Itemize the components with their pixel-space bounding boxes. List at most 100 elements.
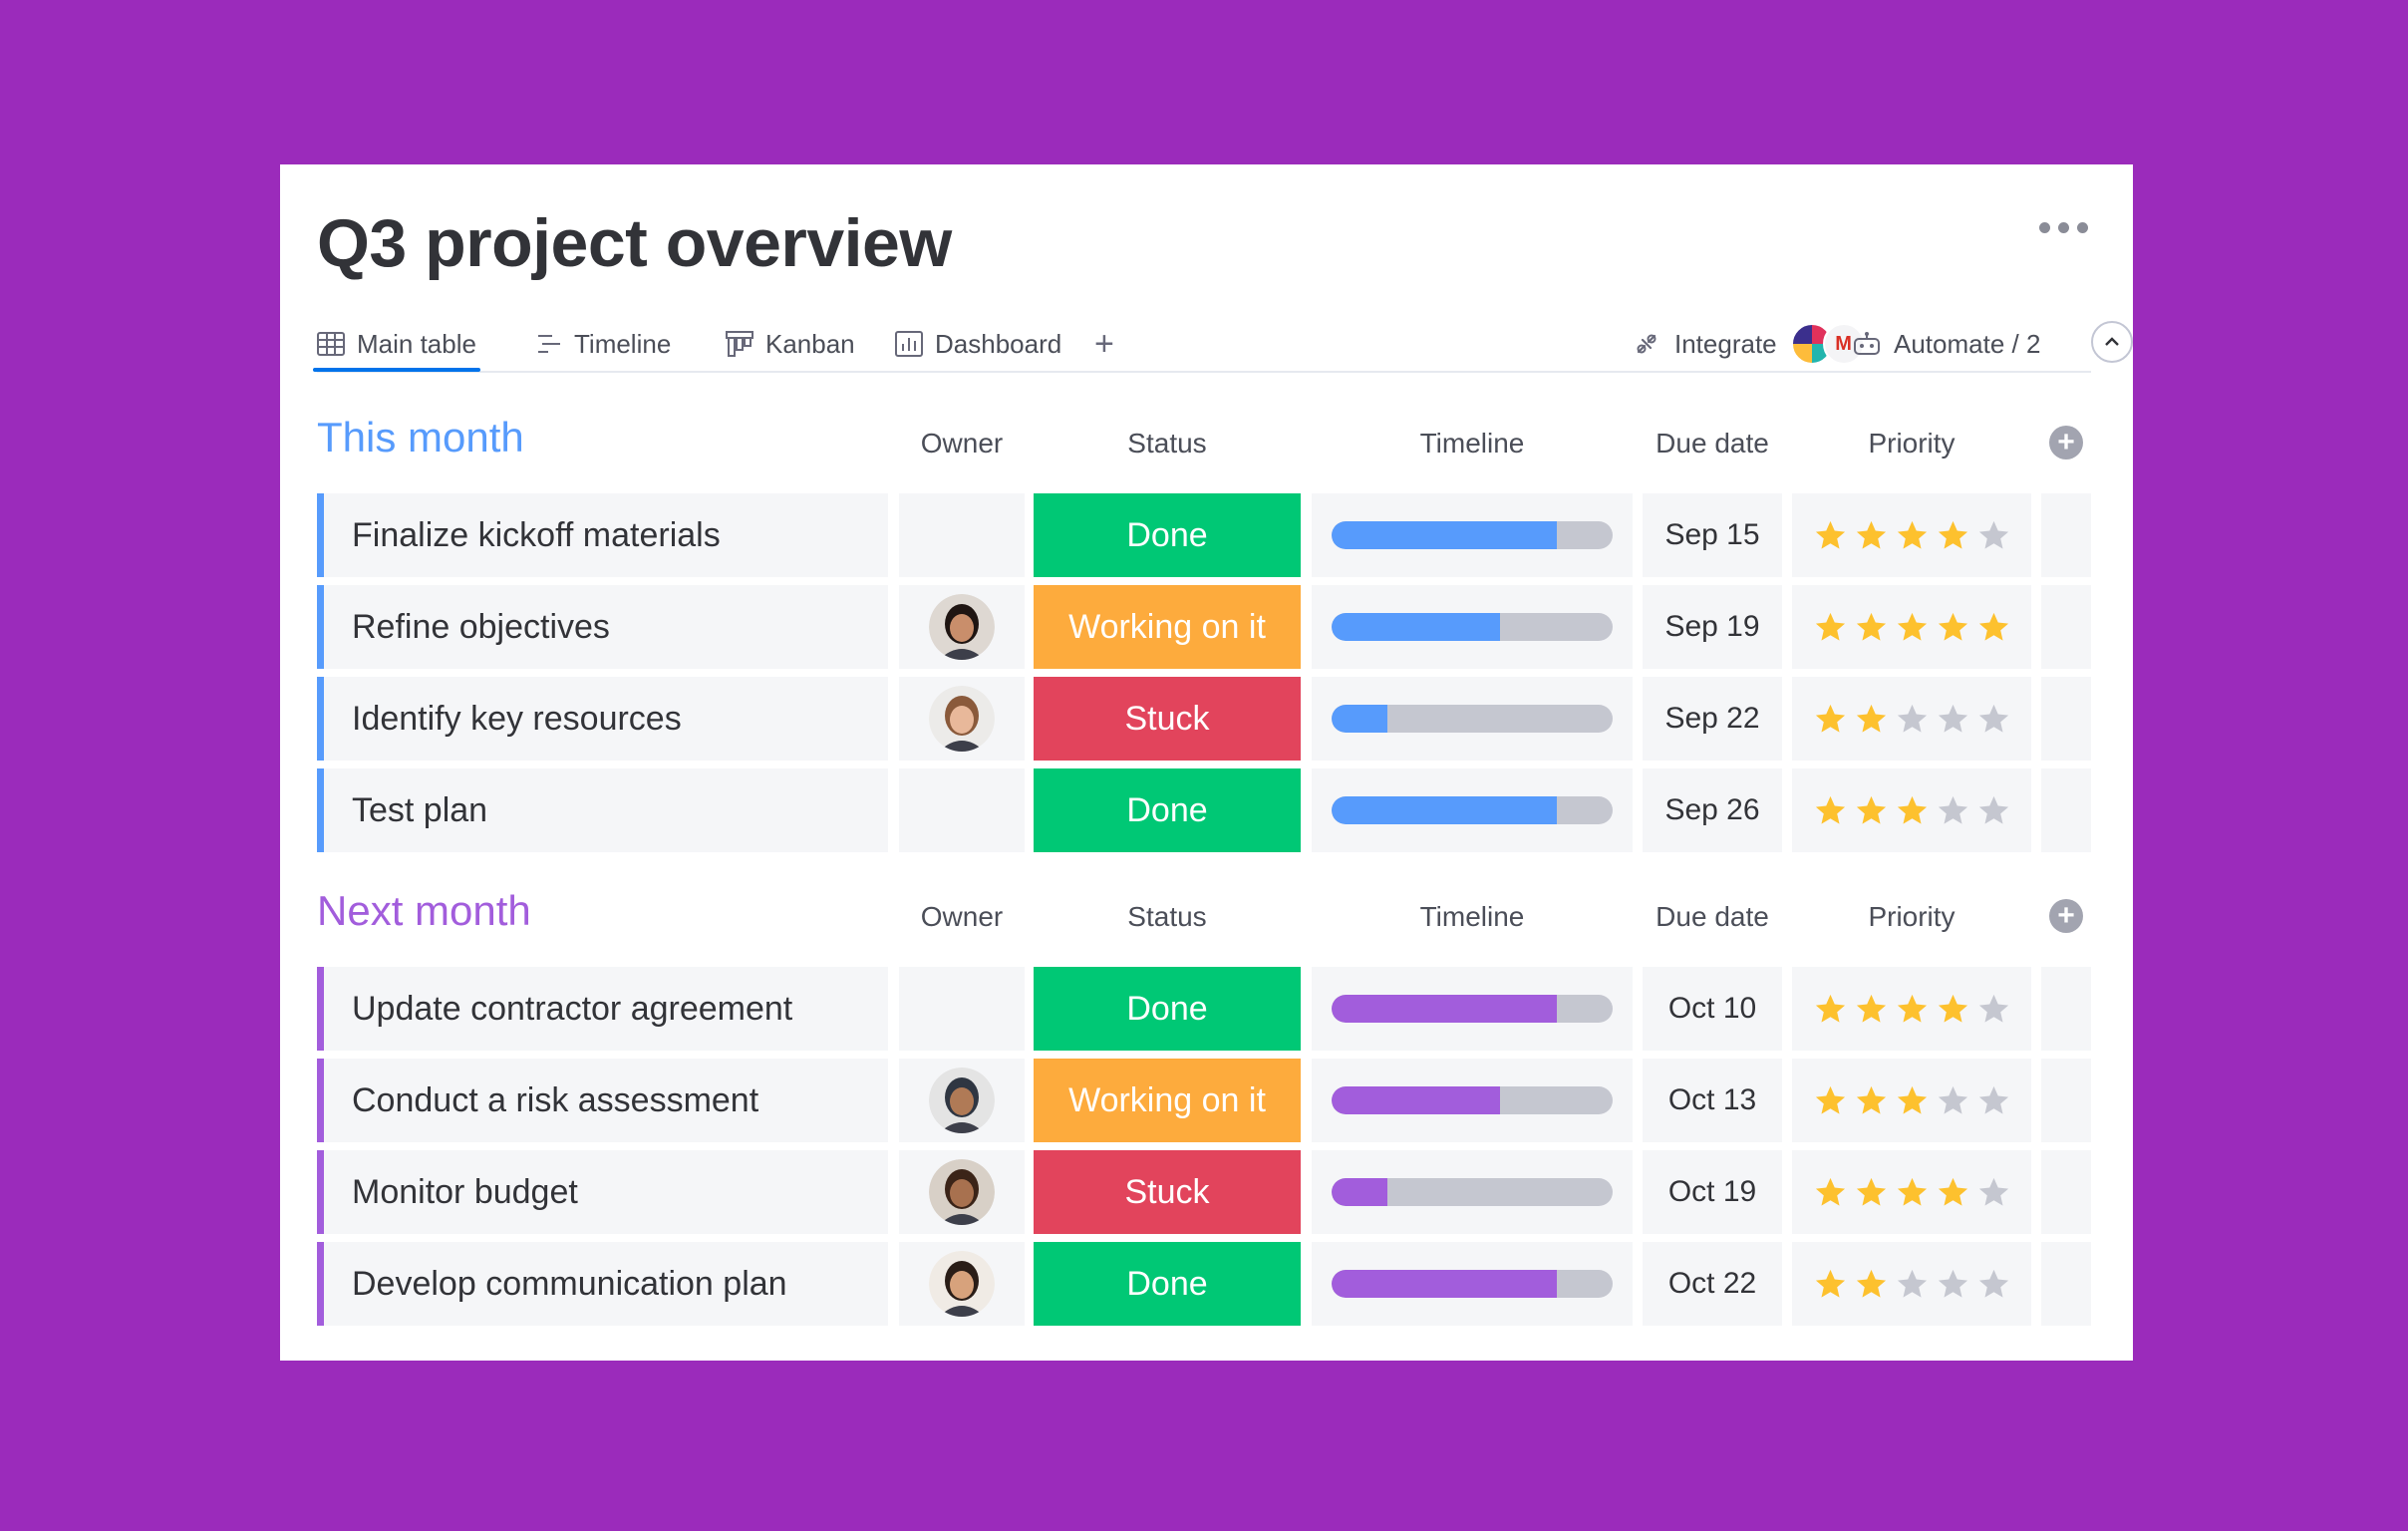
- owner-cell[interactable]: [899, 768, 1025, 852]
- item-name[interactable]: Test plan: [317, 768, 888, 852]
- owner-cell[interactable]: [899, 585, 1025, 669]
- column-header-priority[interactable]: Priority: [1868, 428, 1956, 459]
- priority-rating[interactable]: [1792, 493, 2031, 577]
- more-options-icon[interactable]: [2039, 222, 2088, 233]
- priority-rating[interactable]: [1792, 768, 2031, 852]
- column-header-due[interactable]: Due date: [1656, 901, 1769, 932]
- star-icon: [1856, 1177, 1886, 1206]
- table-row[interactable]: Conduct a risk assessment Working on it O…: [317, 1059, 2091, 1142]
- column-header-timeline[interactable]: Timeline: [1419, 901, 1525, 932]
- star-icon: [1815, 612, 1845, 641]
- star-icon: [1978, 704, 2008, 733]
- owner-cell[interactable]: [899, 1059, 1025, 1142]
- column-header-timeline[interactable]: Timeline: [1419, 428, 1525, 459]
- star-icon: [1938, 704, 1967, 733]
- tab-main-table[interactable]: Main table: [313, 319, 480, 372]
- priority-rating[interactable]: [1792, 1150, 2031, 1234]
- timeline-progress: [1332, 995, 1557, 1023]
- status-badge[interactable]: Stuck: [1034, 1150, 1301, 1234]
- owner-cell[interactable]: [899, 493, 1025, 577]
- tab-kanban[interactable]: Kanban: [726, 319, 855, 369]
- item-name[interactable]: Finalize kickoff materials: [317, 493, 888, 577]
- due-date[interactable]: Oct 19: [1643, 1150, 1782, 1234]
- due-date[interactable]: Sep 22: [1643, 677, 1782, 761]
- status-badge[interactable]: Done: [1034, 768, 1301, 852]
- status-badge[interactable]: Working on it: [1034, 585, 1301, 669]
- due-date[interactable]: Sep 19: [1643, 585, 1782, 669]
- integrate-icon: [1637, 334, 1656, 354]
- star-icon: [1897, 520, 1927, 549]
- table-row[interactable]: Develop communication plan Done Oct 22: [317, 1242, 2091, 1326]
- avatar-woman-light-hair[interactable]: [929, 686, 995, 752]
- column-header-status[interactable]: Status: [1127, 428, 1207, 459]
- status-badge[interactable]: Done: [1034, 1242, 1301, 1326]
- timeline-bar: [1332, 796, 1613, 824]
- status-badge[interactable]: Working on it: [1034, 1059, 1301, 1142]
- timeline-cell[interactable]: [1312, 967, 1633, 1051]
- star-icon: [1938, 1177, 1967, 1206]
- collapse-button[interactable]: [2091, 321, 2133, 363]
- star-icon: [1897, 1177, 1927, 1206]
- automate-button[interactable]: Automate / 2: [1852, 319, 2040, 369]
- item-name[interactable]: Develop communication plan: [317, 1242, 888, 1326]
- table-row[interactable]: Update contractor agreement Done Oct 10: [317, 967, 2091, 1051]
- timeline-cell[interactable]: [1312, 768, 1633, 852]
- group-title[interactable]: Next month: [317, 887, 531, 934]
- due-date[interactable]: Oct 22: [1643, 1242, 1782, 1326]
- table-row[interactable]: Identify key resources Stuck Sep 22: [317, 677, 2091, 761]
- priority-rating[interactable]: [1792, 677, 2031, 761]
- tab-timeline[interactable]: Timeline: [536, 319, 671, 369]
- owner-cell[interactable]: [899, 677, 1025, 761]
- timeline-cell[interactable]: [1312, 1242, 1633, 1326]
- column-header-status[interactable]: Status: [1127, 901, 1207, 932]
- column-header-owner[interactable]: Owner: [920, 428, 1004, 459]
- column-header-priority[interactable]: Priority: [1868, 901, 1956, 932]
- item-name[interactable]: Conduct a risk assessment: [317, 1059, 888, 1142]
- group-title[interactable]: This month: [317, 414, 524, 460]
- column-header-due[interactable]: Due date: [1656, 428, 1769, 459]
- owner-cell[interactable]: [899, 1150, 1025, 1234]
- integrate-button[interactable]: Integrate M: [1633, 319, 1865, 369]
- chevron-up-icon: [2105, 337, 2119, 346]
- due-date[interactable]: Sep 15: [1643, 493, 1782, 577]
- due-date[interactable]: Sep 26: [1643, 768, 1782, 852]
- tab-dashboard[interactable]: Dashboard: [895, 319, 1061, 369]
- timeline-cell[interactable]: [1312, 1150, 1633, 1234]
- table-row[interactable]: Refine objectives Working on it Sep 19: [317, 585, 2091, 669]
- avatar-woman-curly-hair[interactable]: [929, 1159, 995, 1225]
- star-icon: [1856, 795, 1886, 824]
- add-column-icon[interactable]: +: [2049, 899, 2083, 933]
- timeline-cell[interactable]: [1312, 1059, 1633, 1142]
- add-column-icon[interactable]: +: [2049, 426, 2083, 459]
- due-date[interactable]: Oct 13: [1643, 1059, 1782, 1142]
- timeline-cell[interactable]: [1312, 493, 1633, 577]
- item-name[interactable]: Monitor budget: [317, 1150, 888, 1234]
- avatar-man-beard[interactable]: [929, 1251, 995, 1317]
- priority-rating[interactable]: [1792, 1059, 2031, 1142]
- priority-rating[interactable]: [1792, 1242, 2031, 1326]
- owner-cell[interactable]: [899, 967, 1025, 1051]
- page-title: Q3 project overview: [317, 205, 952, 281]
- priority-rating[interactable]: [1792, 585, 2031, 669]
- priority-rating[interactable]: [1792, 967, 2031, 1051]
- item-name[interactable]: Refine objectives: [317, 585, 888, 669]
- timeline-cell[interactable]: [1312, 677, 1633, 761]
- avatar-man-turban[interactable]: [929, 1068, 995, 1133]
- column-header-owner[interactable]: Owner: [920, 901, 1004, 932]
- table-row[interactable]: Monitor budget Stuck Oct 19: [317, 1150, 2091, 1234]
- star-icon: [1978, 612, 2008, 641]
- table-row[interactable]: Test plan Done Sep 26: [317, 768, 2091, 852]
- status-badge[interactable]: Done: [1034, 493, 1301, 577]
- timeline-cell[interactable]: [1312, 585, 1633, 669]
- item-name[interactable]: Update contractor agreement: [317, 967, 888, 1051]
- add-view-button[interactable]: +: [1094, 324, 1114, 363]
- owner-cell[interactable]: [899, 1242, 1025, 1326]
- status-badge[interactable]: Stuck: [1034, 677, 1301, 761]
- avatar-woman-dark-hair[interactable]: [929, 594, 995, 660]
- due-date[interactable]: Oct 10: [1643, 967, 1782, 1051]
- status-badge[interactable]: Done: [1034, 967, 1301, 1051]
- star-icon: [1897, 795, 1927, 824]
- item-name[interactable]: Identify key resources: [317, 677, 888, 761]
- star-icon: [1978, 1177, 2008, 1206]
- table-row[interactable]: Finalize kickoff materials Done Sep 15: [317, 493, 2091, 577]
